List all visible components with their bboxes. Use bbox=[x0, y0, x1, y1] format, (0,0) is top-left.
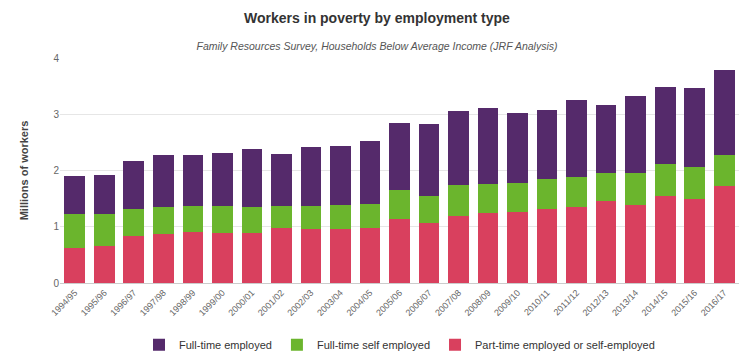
svg-text:4: 4 bbox=[53, 53, 59, 64]
svg-text:Millions of workers: Millions of workers bbox=[18, 121, 30, 221]
svg-text:1997/98: 1997/98 bbox=[138, 288, 168, 318]
svg-text:2008/09: 2008/09 bbox=[463, 288, 493, 318]
svg-text:Workers in poverty by employme: Workers in poverty by employment type bbox=[244, 10, 510, 26]
svg-text:2013/14: 2013/14 bbox=[610, 288, 640, 318]
svg-text:1999/00: 1999/00 bbox=[197, 288, 227, 318]
svg-text:2010/11: 2010/11 bbox=[522, 288, 552, 318]
svg-text:2000/01: 2000/01 bbox=[226, 288, 256, 318]
svg-text:1996/97: 1996/97 bbox=[108, 288, 138, 318]
svg-text:2012/13: 2012/13 bbox=[581, 288, 611, 318]
svg-text:2002/03: 2002/03 bbox=[285, 288, 315, 318]
svg-text:3: 3 bbox=[53, 109, 59, 120]
svg-text:Full-time employed: Full-time employed bbox=[179, 339, 272, 351]
svg-text:2007/08: 2007/08 bbox=[433, 288, 463, 318]
svg-text:Part-time employed or self-emp: Part-time employed or self-employed bbox=[475, 339, 655, 351]
svg-text:1: 1 bbox=[53, 221, 59, 232]
svg-text:2005/06: 2005/06 bbox=[374, 288, 404, 318]
svg-text:1998/99: 1998/99 bbox=[167, 288, 197, 318]
svg-text:Full-time self employed: Full-time self employed bbox=[317, 339, 430, 351]
svg-text:Family Resources Survey, House: Family Resources Survey, Households Belo… bbox=[196, 40, 557, 52]
svg-text:2001/02: 2001/02 bbox=[256, 288, 286, 318]
svg-text:2003/04: 2003/04 bbox=[315, 288, 345, 318]
svg-text:1995/96: 1995/96 bbox=[79, 288, 109, 318]
svg-text:2015/16: 2015/16 bbox=[669, 288, 699, 318]
svg-text:0: 0 bbox=[53, 278, 59, 289]
svg-text:2016/17: 2016/17 bbox=[699, 288, 729, 318]
svg-text:2004/05: 2004/05 bbox=[344, 288, 374, 318]
svg-text:2006/07: 2006/07 bbox=[404, 288, 434, 318]
svg-text:2: 2 bbox=[53, 165, 59, 176]
svg-text:2014/15: 2014/15 bbox=[640, 288, 670, 318]
svg-text:1994/95: 1994/95 bbox=[49, 288, 79, 318]
svg-text:2011/12: 2011/12 bbox=[552, 288, 582, 318]
svg-text:2009/10: 2009/10 bbox=[492, 288, 522, 318]
